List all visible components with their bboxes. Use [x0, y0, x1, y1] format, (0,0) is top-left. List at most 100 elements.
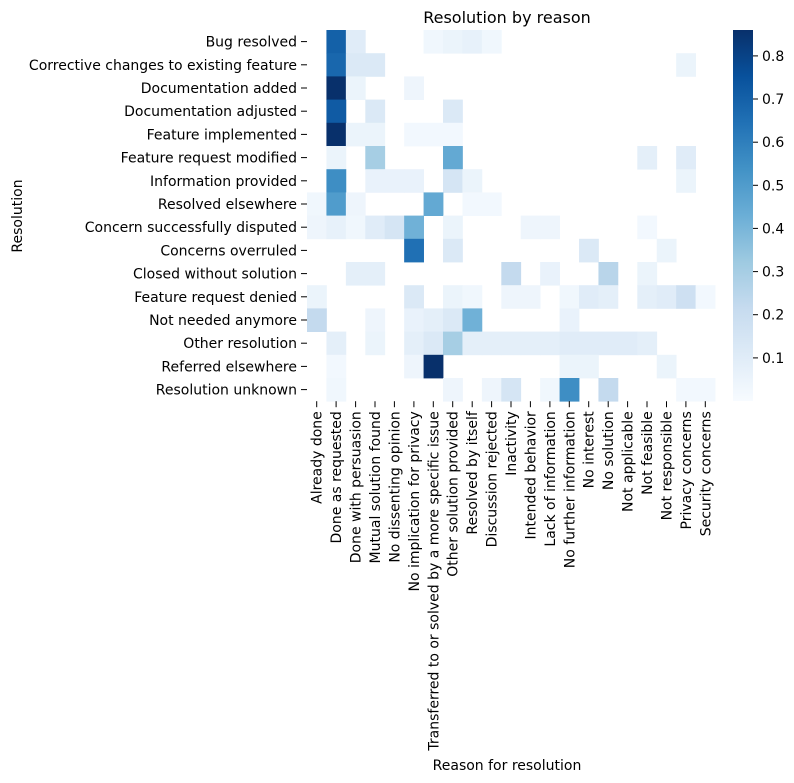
column-label: Done as requested [329, 411, 345, 543]
heatmap-cell [326, 169, 347, 193]
heatmap-cell [520, 215, 541, 240]
heatmap-cell [326, 146, 347, 170]
x-axis-title: Reason for resolution [433, 758, 582, 774]
heatmap-cell [540, 262, 560, 286]
heatmap-cell [345, 122, 366, 147]
heatmap-cell [462, 192, 483, 216]
row-label: Corrective changes to existing feature [29, 58, 297, 74]
heatmap-cell [598, 378, 619, 402]
heatmap-cell [443, 238, 463, 263]
heatmap-cell [559, 354, 580, 379]
heatmap-cell [326, 192, 347, 216]
column-label: No dissenting opinion [387, 411, 403, 562]
heatmap-cell [540, 378, 560, 402]
heatmap-cell [365, 122, 386, 147]
heatmap-cell [520, 331, 541, 356]
y-axis-title: Resolution [10, 179, 26, 252]
heatmap-cell [559, 331, 580, 356]
heatmap-cell [637, 215, 658, 240]
heatmap-cell [423, 30, 444, 54]
heatmap-cell [345, 215, 366, 240]
column-label: Not applicable [621, 411, 637, 512]
heatmap-cell [345, 30, 366, 54]
heatmap-cell [559, 378, 580, 402]
heatmap-cell [695, 285, 716, 309]
heatmap-cell [501, 378, 522, 402]
heatmap-cell [443, 146, 463, 170]
heatmap-cell [462, 308, 483, 332]
column-label: Mutual solution found [368, 411, 384, 563]
heatmap-cell [676, 378, 696, 402]
column-label: Discussion rejected [485, 411, 501, 547]
heatmap-cell [462, 30, 483, 54]
colorbar-tick-label: 0.5 [762, 178, 784, 194]
heatmap-cell [307, 308, 327, 332]
heatmap-cell [617, 331, 638, 356]
heatmap-cell [579, 238, 599, 263]
heatmap-cell [326, 99, 347, 124]
row-label: Bug resolved [206, 35, 297, 51]
heatmap-cell [481, 30, 502, 54]
heatmap-cell [540, 215, 560, 240]
colorbar-tick-label: 0.6 [762, 135, 784, 151]
row-label: Feature request denied [134, 290, 297, 306]
column-label: Other solution provided [446, 411, 462, 577]
heatmap-cell [404, 76, 424, 100]
row-label: Feature implemented [147, 127, 297, 143]
chart-title: Resolution by reason [423, 8, 591, 27]
heatmap-cell [443, 99, 463, 124]
heatmap-cell [404, 308, 424, 332]
colorbar-tick-label: 0.1 [762, 351, 784, 367]
heatmap-cell [656, 238, 677, 263]
heatmap-cell [345, 76, 366, 100]
heatmap-cell [481, 192, 502, 216]
row-label: Resolved elsewhere [158, 197, 297, 213]
colorbar-tick-label: 0.2 [762, 308, 784, 324]
heatmap-cell [481, 378, 502, 402]
heatmap-cell [404, 285, 424, 309]
row-label: Closed without solution [133, 267, 297, 283]
column-label: Not responsible [660, 411, 676, 520]
heatmap-cell [598, 331, 619, 356]
heatmap-cell [345, 53, 366, 77]
colorbar-gradient [733, 30, 753, 401]
heatmap-cell [365, 99, 386, 124]
column-label: Already done [310, 411, 326, 504]
heatmap-cell [462, 285, 483, 309]
heatmap-cell [345, 192, 366, 216]
heatmap-cell [326, 53, 347, 77]
column-label: No solution [601, 411, 617, 490]
heatmap-cell [423, 331, 444, 356]
heatmap-cell [326, 76, 347, 100]
column-label: No implication for privacy [407, 411, 423, 591]
colorbar-tick-label: 0.8 [762, 49, 784, 65]
heatmap-cell [676, 53, 696, 77]
heatmap-cell [559, 308, 580, 332]
heatmap-cell [443, 122, 463, 147]
heatmap-cell [656, 285, 677, 309]
heatmap-cell [579, 354, 599, 379]
heatmap-cell [443, 30, 463, 54]
colorbar-tick-label: 0.3 [762, 265, 784, 281]
heatmap-cell [676, 146, 696, 170]
heatmap-cell [404, 331, 424, 356]
heatmap-cell [365, 169, 386, 193]
row-label: Concerns overruled [160, 243, 297, 259]
heatmap-cell [443, 285, 463, 309]
heatmap-cell [423, 354, 444, 379]
heatmap-cell [423, 308, 444, 332]
heatmap-cell [501, 331, 522, 356]
heatmap-cell [443, 308, 463, 332]
column-label: No interest [582, 411, 598, 489]
colorbar-tick-label: 0.4 [762, 221, 784, 237]
heatmap-cell [326, 378, 347, 402]
heatmap-cell [404, 215, 424, 240]
heatmap-cell [443, 215, 463, 240]
heatmap-cell [365, 262, 386, 286]
heatmap-cell [637, 285, 658, 309]
heatmap-cell [384, 169, 405, 193]
heatmap-cell [423, 122, 444, 147]
column-label: Not feasible [640, 411, 656, 495]
heatmap-cell [326, 354, 347, 379]
